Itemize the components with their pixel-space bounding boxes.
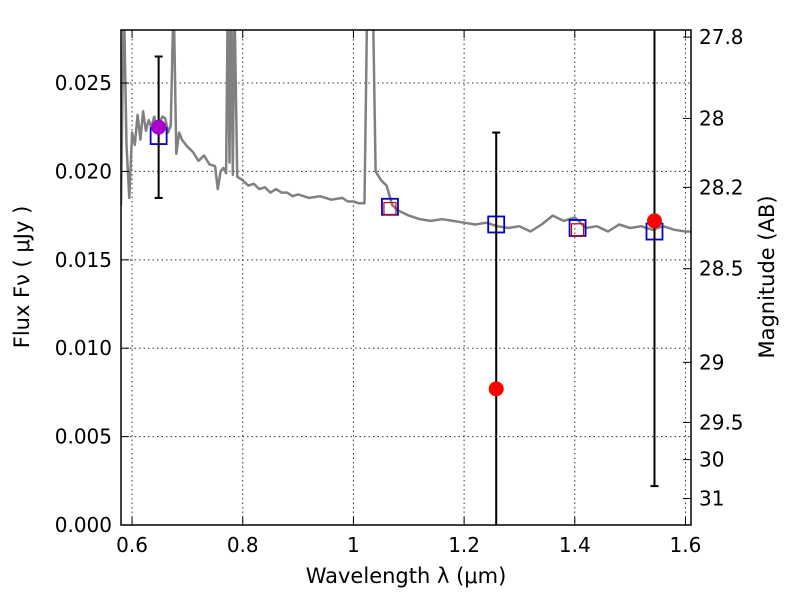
right-tick-label: 29.5 — [699, 410, 744, 434]
right-tick-label: 27.8 — [699, 25, 744, 49]
y-tick-label: 0.025 — [55, 71, 112, 95]
right-axis-label: Magnitude (AB) — [755, 195, 779, 358]
x-tick-label: 1.4 — [559, 533, 591, 557]
model-photometry-inner-box — [383, 201, 397, 216]
y-tick-label: 0.015 — [55, 248, 112, 272]
observed-point — [488, 381, 504, 397]
right-tick-label: 28 — [699, 106, 724, 130]
y-tick-label: 0.020 — [55, 159, 112, 183]
ticks: 0.6 0.8 1 1.2 1.4 1.6 0.000 0.005 0.010 0.015 0.02… — [55, 25, 744, 557]
x-tick-label: 0.6 — [116, 533, 148, 557]
right-tick-label: 28.5 — [699, 257, 744, 281]
x-tick-label: 1 — [347, 533, 360, 557]
y-axis-label: Flux Fν ( μJy ) — [10, 206, 34, 349]
model-photometry-inner-box — [570, 223, 585, 237]
errorbars — [151, 30, 662, 525]
y-tick-label: 0.005 — [55, 425, 112, 449]
observed-point — [646, 213, 662, 229]
model-spectrum-line — [121, 30, 691, 233]
plot-area — [121, 30, 691, 525]
right-tick-label: 28.2 — [699, 175, 744, 199]
y-tick-label: 0.000 — [55, 513, 112, 537]
observed-point — [151, 119, 167, 135]
right-tick-label: 29 — [699, 350, 724, 374]
x-axis-label: Wavelength λ (μm) — [306, 564, 507, 588]
plot-frame — [120, 29, 692, 526]
right-tick-label: 31 — [699, 486, 724, 510]
right-tick-label: 30 — [699, 448, 724, 472]
x-tick-label: 0.8 — [227, 533, 259, 557]
y-tick-label: 0.010 — [55, 336, 112, 360]
x-tick-label: 1.2 — [448, 533, 480, 557]
x-tick-label: 1.6 — [670, 533, 702, 557]
